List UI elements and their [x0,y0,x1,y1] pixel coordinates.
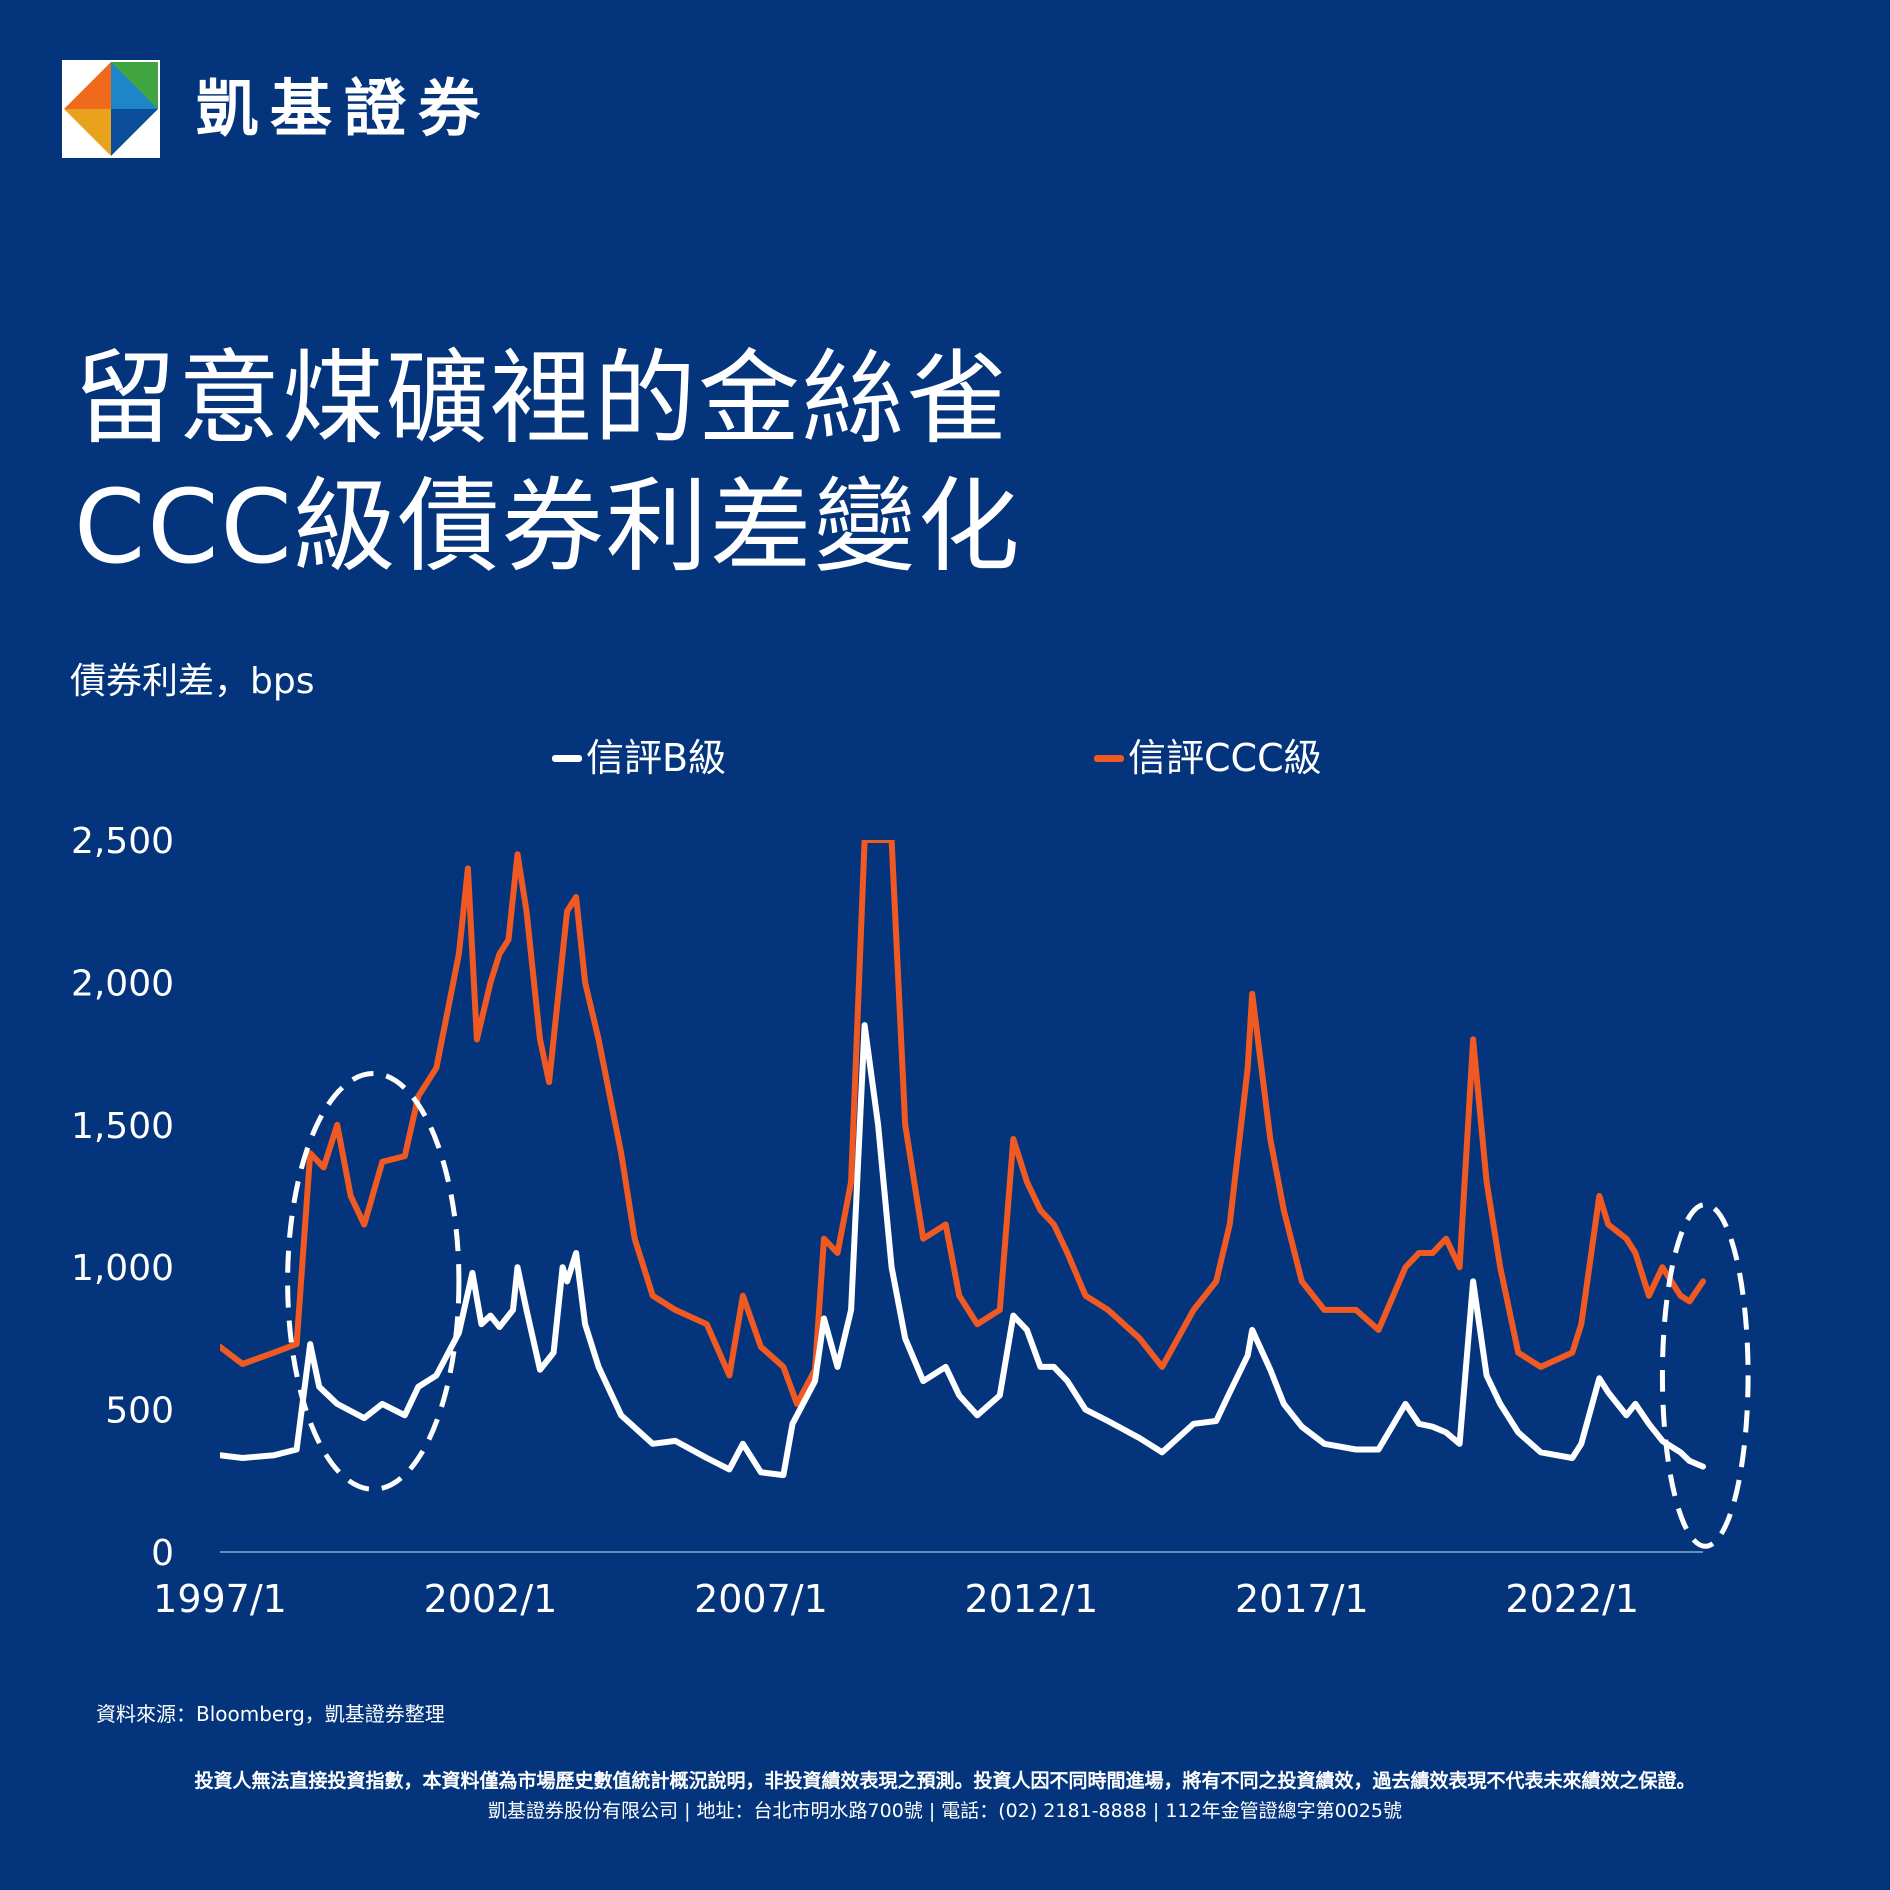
page-title: 留意煤礦裡的金絲雀 CCC級債券利差變化 [74,336,1022,592]
y-tick-label: 1,000 [71,1248,174,1289]
y-axis-label: 債券利差，bps [70,661,315,702]
title-line-1: 留意煤礦裡的金絲雀 [74,340,1010,459]
annotation-ellipse-2 [1659,1202,1751,1549]
x-tick-label: 2017/1 [1235,1577,1369,1621]
x-tick-label: 1997/1 [153,1577,287,1621]
brand-name: 凱基證券 [196,72,493,145]
legend-swatch-b [552,754,582,762]
annotation-ellipse-1 [285,1071,462,1492]
series-line-ccc [220,840,1706,1407]
disclaimer-text: 投資人無法直接投資指數，本資料僅為市場歷史數值統計概況說明，非投資績效表現之預測… [194,1770,1696,1792]
y-tick-label: 500 [105,1391,174,1432]
legend-label-ccc: 信評CCC級 [1128,736,1322,780]
y-tick-label: 0 [151,1533,174,1574]
title-line-2: CCC級債券利差變化 [74,468,1022,587]
x-tick-label: 2002/1 [424,1577,558,1621]
company-info: 凱基證券股份有限公司 | 地址：台北市明水路700號 | 電話：(02) 218… [488,1800,1402,1822]
x-tick-label: 2022/1 [1505,1577,1639,1621]
legend-item-b: 信評B級 [552,736,726,780]
legend-item-ccc: 信評CCC級 [1094,736,1322,780]
source-note: 資料來源：Bloomberg，凱基證券整理 [96,1702,445,1726]
y-tick-label: 2,500 [71,821,174,862]
y-tick-label: 2,000 [71,963,174,1004]
series-line-b [220,1022,1706,1479]
x-tick-label: 2007/1 [694,1577,828,1621]
legend-label-b: 信評B級 [586,736,727,780]
y-tick-label: 1,500 [71,1106,174,1147]
disclaimer-block: 投資人無法直接投資指數，本資料僅為市場歷史數值統計概況說明，非投資績效表現之預測… [0,1766,1890,1826]
legend-swatch-ccc [1094,754,1124,762]
x-tick-label: 2012/1 [965,1577,1099,1621]
brand-logo-icon [62,60,160,158]
spread-line-chart: 0 500 1,000 1,500 2,000 2,500 1997/1 2002/1 2007… [71,821,1751,1621]
